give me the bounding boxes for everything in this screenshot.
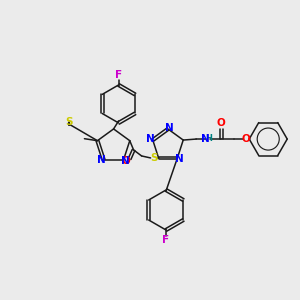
- Text: O: O: [217, 118, 226, 128]
- Text: H: H: [205, 134, 212, 142]
- Text: N: N: [146, 134, 155, 144]
- Text: N: N: [201, 134, 210, 144]
- Text: S: S: [150, 153, 157, 163]
- Text: N: N: [97, 155, 106, 165]
- Text: N: N: [165, 123, 173, 133]
- Text: F: F: [162, 235, 169, 245]
- Text: N: N: [175, 154, 184, 164]
- Text: O: O: [242, 134, 250, 144]
- Text: S: S: [66, 117, 73, 127]
- Text: N: N: [121, 156, 130, 166]
- Text: F: F: [115, 70, 122, 80]
- Text: O: O: [121, 156, 130, 166]
